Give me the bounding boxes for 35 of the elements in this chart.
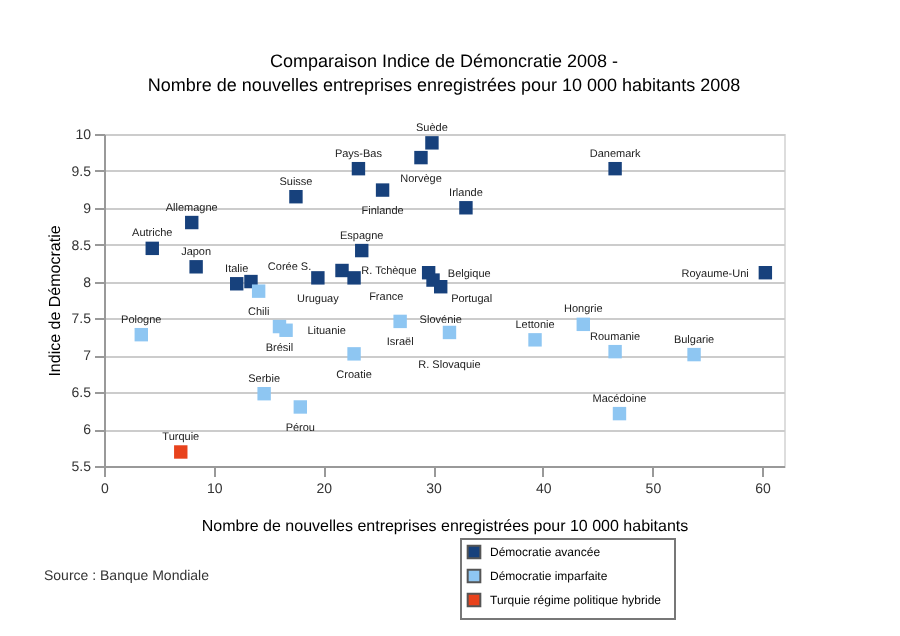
point xyxy=(528,333,542,347)
point xyxy=(576,317,590,332)
point xyxy=(758,265,773,280)
y-axis-title: Indice de Démocratie xyxy=(45,224,64,377)
point xyxy=(251,284,266,298)
point xyxy=(185,215,199,230)
point xyxy=(145,241,159,256)
point xyxy=(335,263,349,278)
point xyxy=(230,277,244,291)
point xyxy=(289,190,303,204)
point xyxy=(189,260,203,274)
point xyxy=(608,344,622,359)
point xyxy=(174,445,188,459)
x-axis-title: Nombre de nouvelles entreprises enregistrées pour 10 000 habitants xyxy=(201,517,689,535)
point xyxy=(257,386,271,401)
point xyxy=(414,150,428,165)
point xyxy=(459,201,473,215)
chart-title: Comparaison Indice de Démoncratie 2008 - xyxy=(269,50,619,71)
point xyxy=(375,183,390,197)
point xyxy=(351,161,366,176)
point xyxy=(612,406,627,421)
point xyxy=(347,271,361,285)
point xyxy=(293,400,308,414)
point xyxy=(134,327,148,342)
chart-subtitle: Nombre de nouvelles entreprises enregistrées pour 10 000 habitants 2008 xyxy=(147,74,741,95)
point xyxy=(311,271,325,285)
point xyxy=(347,347,361,361)
point xyxy=(355,243,369,258)
point xyxy=(442,325,457,340)
point xyxy=(425,136,439,150)
point xyxy=(279,323,293,337)
point xyxy=(687,347,701,362)
point xyxy=(434,280,448,294)
point xyxy=(393,314,407,329)
point xyxy=(608,161,622,176)
